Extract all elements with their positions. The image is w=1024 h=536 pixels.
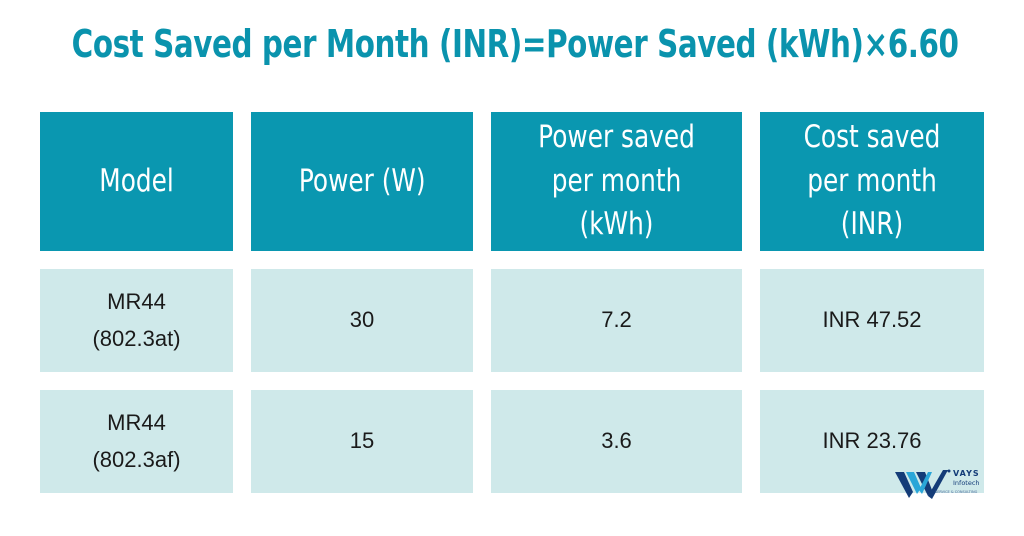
model-name: MR44 [107, 289, 166, 315]
model-standard: (802.3af) [92, 446, 181, 472]
model-standard: (802.3at) [92, 325, 181, 351]
table-cell-model: MR44 (802.3at) [40, 269, 233, 372]
logo-subtitle: Infotech [953, 479, 980, 487]
table-cell-power: 15 [251, 390, 473, 493]
table-cell-model: MR44 (802.3af) [40, 390, 233, 493]
logo-name: VAYS [953, 469, 980, 478]
model-name: MR44 [107, 410, 166, 436]
table-cell-power-saved: 7.2 [491, 269, 742, 372]
header-model: Model [40, 112, 233, 251]
table-cell-power-saved: 3.6 [491, 390, 742, 493]
header-power-saved: Power saved per month (kWh) [491, 112, 742, 251]
table-cell-power: 30 [251, 269, 473, 372]
page-title: Cost Saved per Month (INR)=Power Saved (… [71, 22, 959, 66]
header-cost-saved: Cost saved per month (INR) [760, 112, 984, 251]
vays-logo-mark-icon [895, 469, 951, 499]
table-cell-cost-saved: INR 47.52 [760, 269, 984, 372]
header-power: Power (W) [251, 112, 473, 251]
table-cell-cost-saved: INR 23.76 [760, 390, 984, 493]
logo-tagline: SERVICE & CONSULTING [935, 490, 978, 494]
vays-logo: VAYS Infotech SERVICE & CONSULTING [895, 466, 1000, 506]
